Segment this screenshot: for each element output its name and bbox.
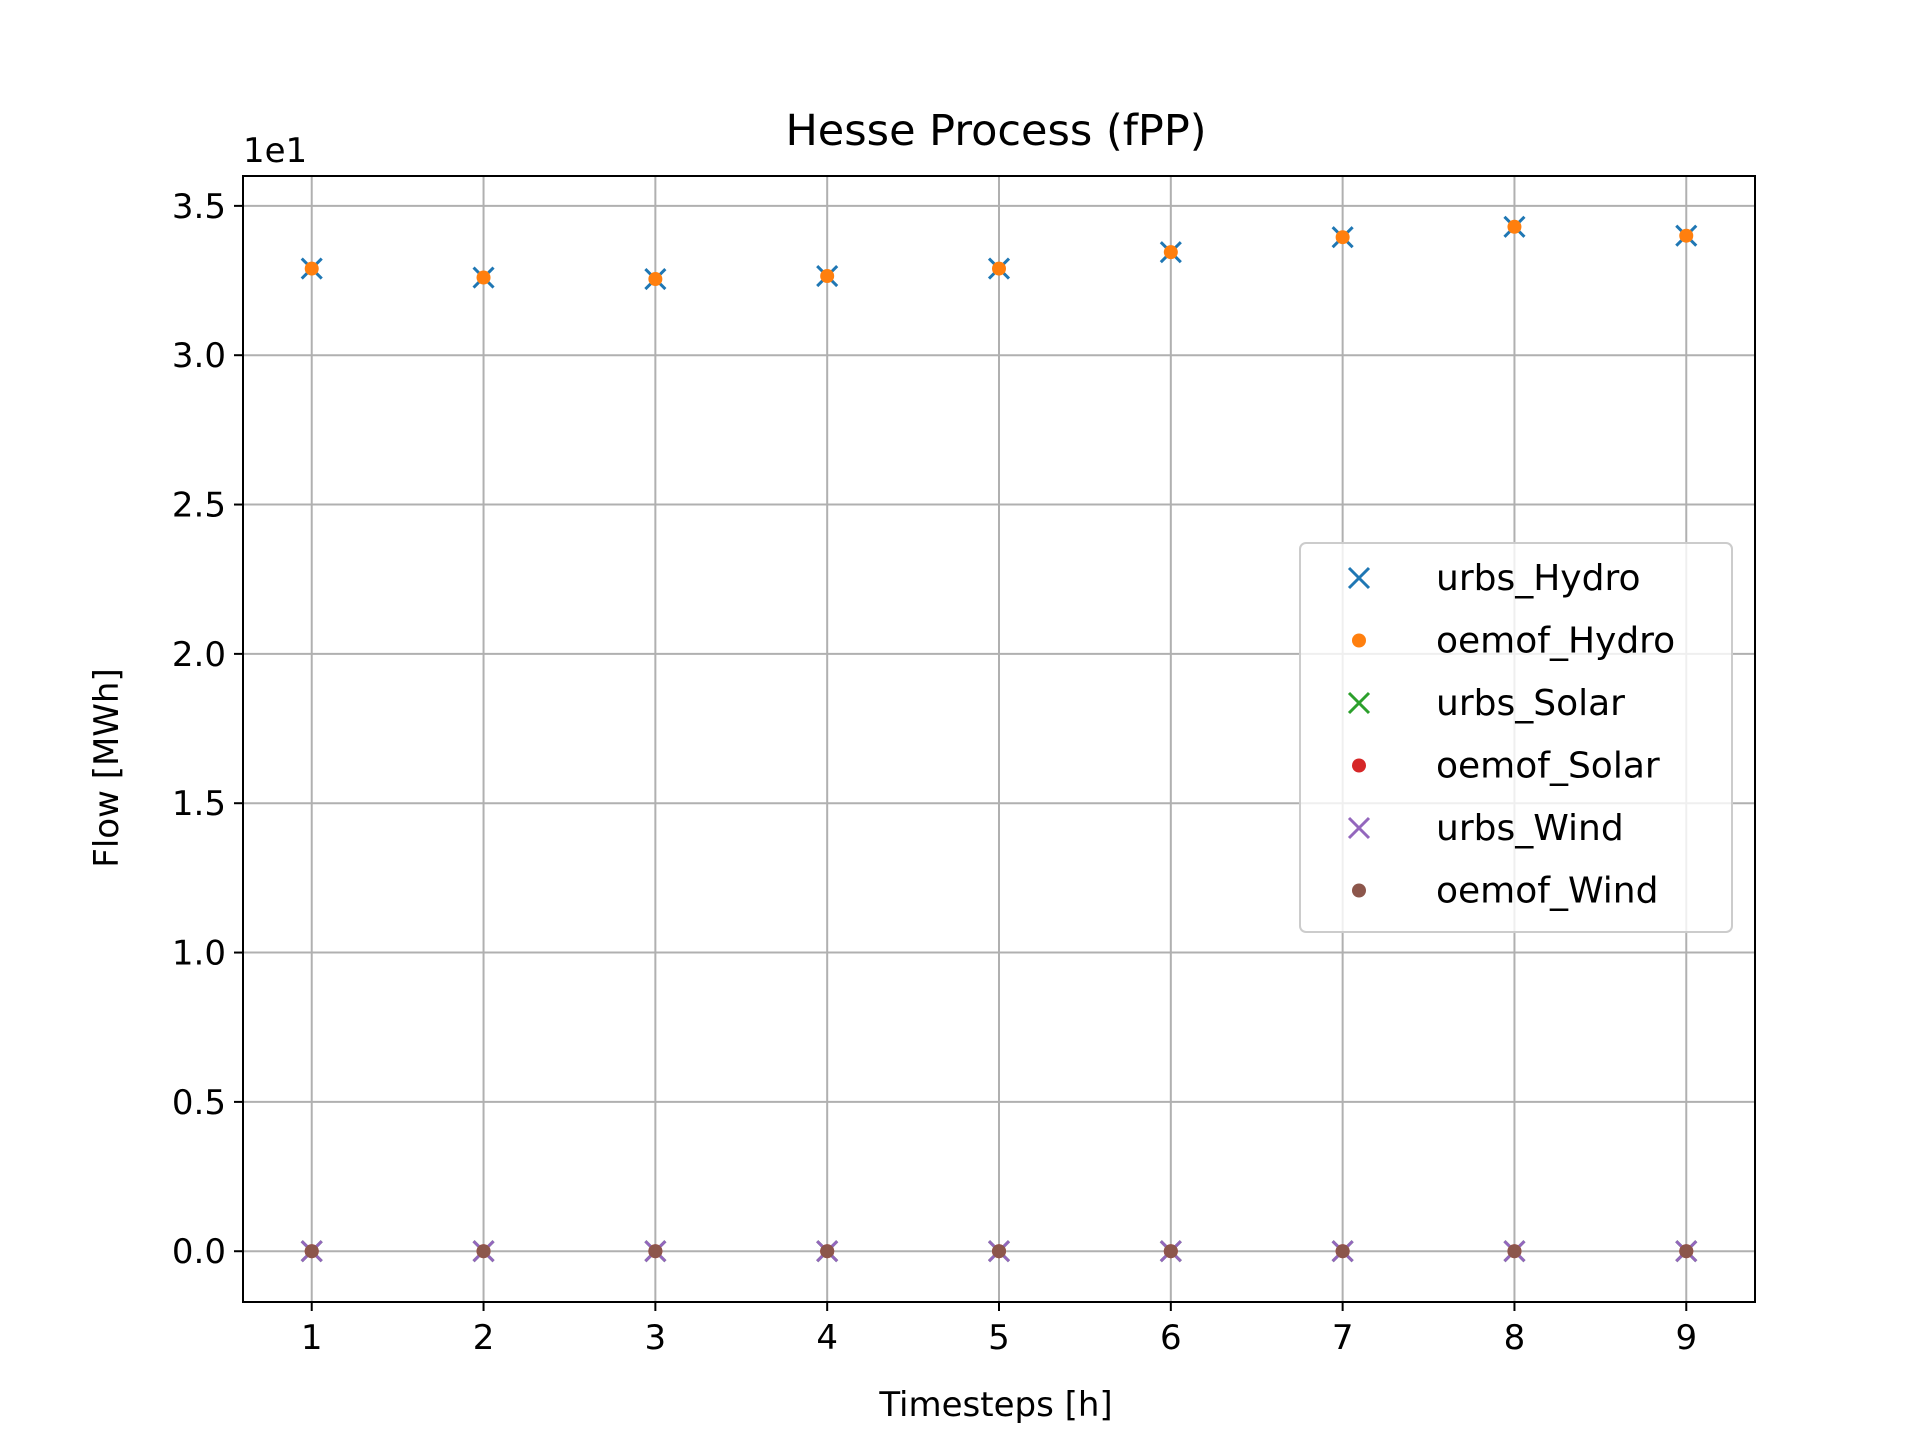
data-point-oemof_Wind (1507, 1244, 1522, 1259)
y-tick-label: 0.5 (172, 1083, 226, 1123)
data-point-oemof_Hydro (992, 261, 1006, 276)
legend: urbs_Hydro oemof_Hydro urbs_Solar oemof_Sol… (1299, 542, 1733, 933)
data-point-oemof_Wind (1163, 1244, 1178, 1259)
x-tick-label: 3 (645, 1318, 667, 1358)
legend-marker-urbs_Wind (1347, 816, 1371, 840)
data-point-oemof_Hydro (820, 269, 835, 284)
y-offset-label: 1e1 (243, 131, 307, 171)
x-tick-label: 1 (301, 1318, 323, 1358)
data-point-oemof_Hydro (648, 272, 663, 287)
data-point-oemof_Wind (992, 1244, 1006, 1259)
legend-box (1299, 542, 1733, 933)
legend-label: oemof_Wind (1436, 871, 1658, 912)
legend-label: oemof_Solar (1436, 746, 1660, 787)
data-point-oemof_Wind (1335, 1244, 1350, 1259)
data-point-oemof_Hydro (1679, 228, 1694, 243)
y-tick-label: 3.0 (172, 336, 226, 376)
legend-label: urbs_Wind (1436, 808, 1624, 849)
x-tick-label: 7 (1332, 1318, 1354, 1358)
legend-marker-urbs_Hydro (1347, 566, 1371, 590)
data-point-oemof_Hydro (304, 261, 319, 276)
series-oemof_Wind (304, 1244, 1694, 1259)
data-point-oemof_Wind (476, 1244, 491, 1259)
legend-label: urbs_Solar (1436, 683, 1625, 724)
data-point-oemof_Wind (820, 1244, 835, 1259)
x-tick-label: 2 (473, 1318, 495, 1358)
legend-marker-oemof_Wind (1352, 883, 1366, 898)
x-tick-label: 5 (988, 1318, 1010, 1358)
x-tick-label: 8 (1504, 1318, 1526, 1358)
series-oemof_Hydro (304, 219, 1694, 287)
y-tick-label: 2.5 (172, 486, 226, 526)
legend-label: oemof_Hydro (1436, 621, 1675, 662)
y-tick-label: 1.5 (172, 784, 226, 824)
x-tick-label: 9 (1675, 1318, 1697, 1358)
y-tick-label: 2.0 (172, 635, 226, 675)
data-point-oemof_Wind (648, 1244, 663, 1259)
legend-marker-oemof_Solar (1352, 758, 1366, 773)
axis-ticks: 1 2 3 4 5 6 7 8 9 0.0 0.5 1.0 1.5 2.0 2.5 3.0 3.5 (172, 187, 1697, 1358)
y-axis-label: Flow [MWh] (87, 668, 127, 867)
y-tick-label: 3.5 (172, 187, 226, 227)
x-tick-label: 4 (816, 1318, 838, 1358)
x-tick-label: 6 (1160, 1318, 1182, 1358)
legend-marker-oemof_Hydro (1352, 633, 1366, 648)
x-axis-label: Timesteps [h] (878, 1385, 1112, 1425)
data-points (300, 215, 1698, 1263)
y-tick-label: 0.0 (172, 1232, 226, 1272)
y-tick-label: 1.0 (172, 934, 226, 974)
data-point-oemof_Hydro (476, 270, 491, 285)
data-point-oemof_Hydro (1163, 245, 1178, 260)
data-point-oemof_Wind (304, 1244, 319, 1259)
chart-title: Hesse Process (fPP) (785, 106, 1206, 156)
legend-marker-urbs_Solar (1347, 691, 1371, 715)
legend-label: urbs_Hydro (1436, 558, 1641, 599)
data-point-oemof_Wind (1679, 1244, 1694, 1259)
data-point-oemof_Hydro (1507, 219, 1522, 234)
data-point-oemof_Hydro (1335, 230, 1350, 245)
